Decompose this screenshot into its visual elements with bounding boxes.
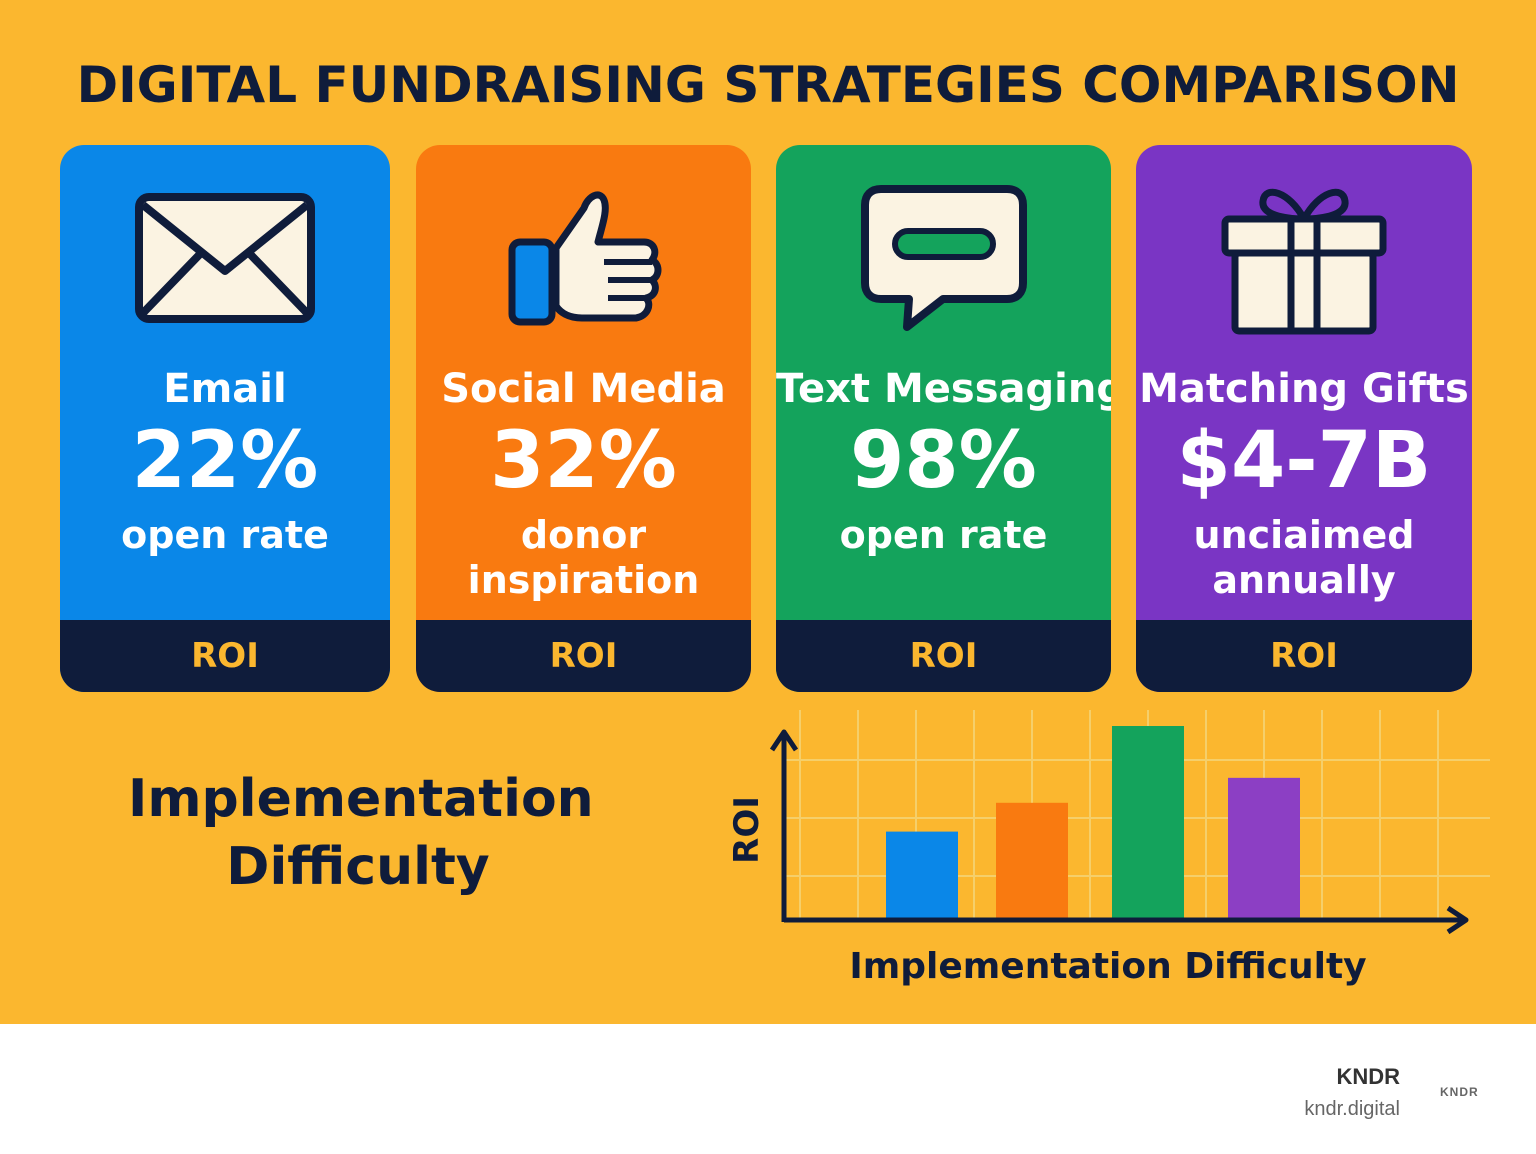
y-axis-arrow	[769, 729, 799, 752]
card-name: Matching Gifts	[1139, 366, 1469, 412]
footer-url[interactable]: kndr.digital	[1304, 1098, 1400, 1120]
card-social-media: Social Media 32% donor inspiration ROI	[416, 145, 751, 692]
card-matching-gifts: Matching Gifts $4-7B unciaimed annually …	[1136, 145, 1472, 692]
thumbs-up-icon	[416, 183, 751, 333]
card-stat: 32%	[490, 416, 677, 506]
chat-bubble-icon	[776, 183, 1111, 333]
card-email: Email 22% open rate ROI	[60, 145, 390, 692]
roi-bar-chart: ROI Implementation Difficulty	[727, 710, 1490, 987]
chart-bar	[886, 831, 958, 918]
implementation-difficulty-label: Implementation Difficulty	[128, 769, 594, 897]
chart-bar	[996, 802, 1068, 918]
envelope-icon	[60, 183, 390, 333]
page-title: DIGITAL FUNDRAISING STRATEGIES COMPARISO…	[76, 56, 1460, 114]
chart-bars	[886, 726, 1300, 918]
card-roi-label: ROI	[1136, 620, 1472, 692]
card-stat: 98%	[850, 416, 1037, 506]
card-desc: open rate	[121, 513, 329, 557]
chart-bar	[1228, 777, 1300, 918]
card-desc: unciaimed annually	[1193, 513, 1415, 602]
x-axis-arrow	[1446, 905, 1469, 935]
poster: DIGITAL FUNDRAISING STRATEGIES COMPARISO…	[0, 0, 1536, 1024]
card-name: Social Media	[441, 366, 726, 412]
card-roi-label: ROI	[60, 620, 390, 692]
card-text-messaging: Text Messaging 98% open rate ROI	[776, 145, 1111, 692]
kndr-logo: KNDR	[1440, 1085, 1479, 1099]
chart-bar	[1112, 726, 1184, 918]
card-stat: $4-7B	[1176, 416, 1432, 506]
card-name: Email	[163, 366, 287, 412]
card-name: Text Messaging	[776, 366, 1111, 412]
card-roi-label: ROI	[416, 620, 751, 692]
y-axis-label: ROI	[727, 796, 767, 864]
card-desc: open rate	[839, 513, 1048, 557]
card-stat: 22%	[131, 416, 319, 506]
footer-brand: KNDR	[1336, 1064, 1400, 1089]
card-desc: donor inspiration	[467, 513, 700, 602]
gift-icon	[1136, 183, 1472, 334]
card-roi-label: ROI	[776, 620, 1111, 692]
x-axis-label: Implementation Difficulty	[849, 946, 1366, 987]
